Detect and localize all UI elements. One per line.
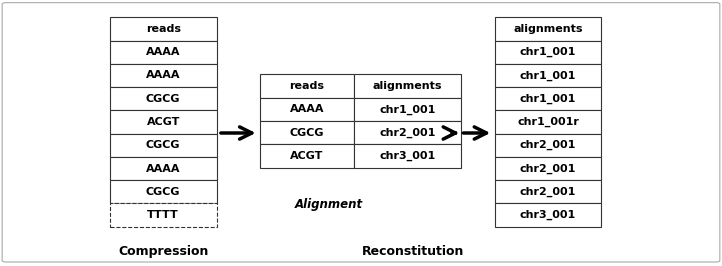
Text: chr1_001: chr1_001 xyxy=(520,70,576,81)
Text: chr1_001: chr1_001 xyxy=(379,104,435,115)
Bar xyxy=(495,110,601,134)
Bar xyxy=(110,64,217,87)
Text: ACGT: ACGT xyxy=(147,117,180,127)
Bar xyxy=(110,157,217,180)
Text: ACGT: ACGT xyxy=(290,151,323,161)
Bar xyxy=(495,157,601,180)
Text: chr3_001: chr3_001 xyxy=(520,210,576,220)
Text: CGCG: CGCG xyxy=(146,187,180,197)
Bar xyxy=(354,121,461,144)
Text: AAAA: AAAA xyxy=(146,47,180,57)
Text: AAAA: AAAA xyxy=(146,70,180,81)
Bar xyxy=(495,203,601,227)
Bar xyxy=(260,121,354,144)
Text: Compression: Compression xyxy=(118,245,209,258)
Text: reads: reads xyxy=(290,81,324,91)
Bar xyxy=(110,87,217,110)
Text: TTTT: TTTT xyxy=(147,210,179,220)
Text: reads: reads xyxy=(146,24,180,34)
Text: AAAA: AAAA xyxy=(146,164,180,174)
Text: CGCG: CGCG xyxy=(290,128,324,138)
Bar xyxy=(110,203,217,227)
Bar xyxy=(354,98,461,121)
Bar xyxy=(495,41,601,64)
Bar xyxy=(110,41,217,64)
Bar xyxy=(110,180,217,203)
Bar xyxy=(495,180,601,203)
Bar xyxy=(495,134,601,157)
Text: Alignment: Alignment xyxy=(295,198,362,211)
Text: Reconstitution: Reconstitution xyxy=(362,245,464,258)
Bar xyxy=(260,144,354,168)
Bar xyxy=(110,110,217,134)
Text: chr2_001: chr2_001 xyxy=(520,140,576,151)
Text: chr2_001: chr2_001 xyxy=(520,187,576,197)
Text: chr3_001: chr3_001 xyxy=(379,151,435,161)
Text: chr1_001: chr1_001 xyxy=(520,47,576,57)
Bar xyxy=(260,98,354,121)
Text: chr1_001: chr1_001 xyxy=(520,94,576,104)
Bar xyxy=(495,17,601,41)
Bar xyxy=(495,87,601,110)
Bar xyxy=(110,17,217,41)
Text: AAAA: AAAA xyxy=(290,104,324,114)
Text: CGCG: CGCG xyxy=(146,140,180,150)
Bar xyxy=(354,74,461,98)
Text: CGCG: CGCG xyxy=(146,94,180,104)
Bar xyxy=(354,144,461,168)
Bar xyxy=(260,74,354,98)
Text: chr1_001r: chr1_001r xyxy=(517,117,579,127)
Text: alignments: alignments xyxy=(513,24,583,34)
Bar xyxy=(495,64,601,87)
Text: chr2_001: chr2_001 xyxy=(379,127,435,138)
Text: alignments: alignments xyxy=(373,81,442,91)
Bar xyxy=(110,134,217,157)
Text: chr2_001: chr2_001 xyxy=(520,163,576,174)
